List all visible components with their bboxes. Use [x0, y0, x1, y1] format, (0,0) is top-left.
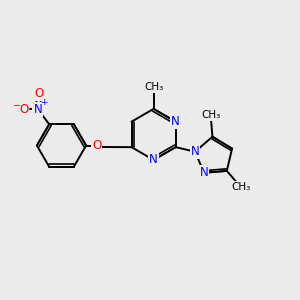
Text: O: O — [35, 87, 44, 100]
Text: N: N — [149, 153, 158, 167]
Text: −: − — [13, 100, 21, 111]
Text: N: N — [33, 103, 42, 116]
Text: N: N — [171, 115, 180, 128]
Text: CH₃: CH₃ — [144, 82, 163, 92]
Text: O: O — [19, 103, 28, 116]
Text: CH₃: CH₃ — [231, 182, 250, 192]
Text: N: N — [200, 166, 208, 179]
Text: O: O — [92, 139, 101, 152]
Text: +: + — [40, 98, 48, 107]
Text: N: N — [191, 145, 200, 158]
Text: CH₃: CH₃ — [201, 110, 220, 120]
